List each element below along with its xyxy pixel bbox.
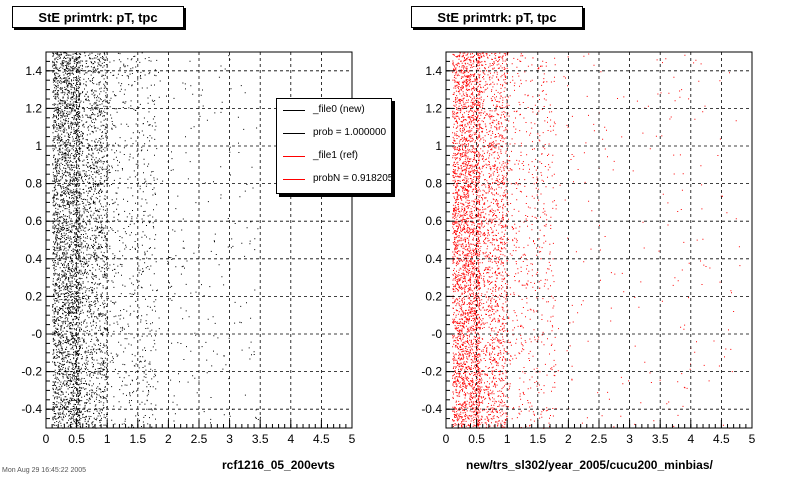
x-tick-label: 3	[226, 432, 233, 446]
y-tick-label: 1	[35, 139, 42, 153]
x-tick-label: 3	[626, 432, 633, 446]
y-tick-label: -0	[31, 327, 42, 341]
x-tick-label: 2	[165, 432, 172, 446]
x-tick-label: 0	[43, 432, 50, 446]
legend-label: prob = 1.000000	[313, 127, 387, 138]
x-tick-label: 2.5	[191, 432, 208, 446]
y-tick-label: 0.8	[25, 177, 42, 191]
x-tick-label: 4.5	[713, 432, 730, 446]
legend-line	[283, 110, 305, 111]
footer-timestamp: Mon Aug 29 16:45:22 2005	[2, 467, 87, 474]
x-tick-label: 2.5	[591, 432, 608, 446]
x-tick-label: 3.5	[252, 432, 269, 446]
y-tick-label: 1.4	[25, 64, 42, 78]
data-points	[452, 52, 741, 429]
legend-line	[283, 156, 305, 157]
x-tick-label: 1	[504, 432, 511, 446]
legend-label: _file1 (ref)	[313, 150, 359, 161]
y-tick-label: 0.6	[425, 214, 442, 228]
x-tick-label: 3.5	[652, 432, 669, 446]
x-tick-label: 4	[687, 432, 694, 446]
data-point-cloud	[452, 52, 741, 429]
legend-label: probN = 0.918205	[313, 173, 392, 184]
legend-entry: _file1 (ref)	[277, 145, 391, 168]
right-x-axis-label: new/trs_sl302/year_2005/cucu200_minbias/	[466, 458, 713, 472]
legend-line	[283, 133, 305, 134]
y-tick-label: 1.2	[25, 101, 42, 115]
x-tick-label: 0	[443, 432, 450, 446]
x-tick-label: 0.5	[68, 432, 85, 446]
y-tick-label: -0.2	[421, 365, 442, 379]
legend: _file0 (new) prob = 1.000000 _file1 (ref…	[276, 98, 392, 194]
plot-panel: 0 0.5 1 1.5 2 2.5 3 3.5 4 4.5 5 -0.4 -0.2 -0 0.2 0.4 0.6…	[21, 51, 356, 446]
y-tick-label: 0.2	[25, 289, 42, 303]
data-points	[52, 52, 261, 429]
legend-entry: prob = 1.000000	[277, 122, 391, 145]
y-tick-label: 0.4	[25, 252, 42, 266]
legend-line	[283, 179, 305, 180]
legend-entry: _file0 (new)	[277, 99, 391, 122]
x-tick-label: 0.5	[468, 432, 485, 446]
y-tick-label: -0.4	[21, 402, 42, 416]
x-tick-label: 5	[349, 432, 356, 446]
y-tick-label: 1.4	[425, 64, 442, 78]
y-tick-label: 0.4	[425, 252, 442, 266]
y-tick-label: 0.6	[25, 214, 42, 228]
right-plot-title: StE primtrk: pT, tpc	[411, 6, 583, 28]
plot-panel: 0 0.5 1 1.5 2 2.5 3 3.5 4 4.5 5 -0.4 -0.2 -0 0.2 0.4 0.6…	[421, 51, 756, 446]
x-tick-label: 4.5	[313, 432, 330, 446]
y-tick-label: 0.8	[425, 177, 442, 191]
x-tick-label: 1	[104, 432, 111, 446]
x-tick-label: 2	[565, 432, 572, 446]
y-tick-label: 1.2	[425, 101, 442, 115]
legend-label: _file0 (new)	[313, 104, 365, 115]
data-point-cloud	[52, 52, 261, 429]
x-tick-label: 1.5	[529, 432, 546, 446]
y-tick-label: -0.2	[21, 365, 42, 379]
x-tick-label: 5	[749, 432, 756, 446]
legend-entry: probN = 0.918205	[277, 168, 391, 191]
y-tick-label: 1	[435, 139, 442, 153]
y-tick-label: -0.4	[421, 402, 442, 416]
y-tick-label: -0	[431, 327, 442, 341]
y-tick-label: 0.2	[425, 289, 442, 303]
left-plot-title: StE primtrk: pT, tpc	[12, 6, 184, 28]
left-x-axis-label: rcf1216_05_200evts	[222, 458, 335, 472]
x-tick-label: 1.5	[129, 432, 146, 446]
x-tick-label: 4	[287, 432, 294, 446]
